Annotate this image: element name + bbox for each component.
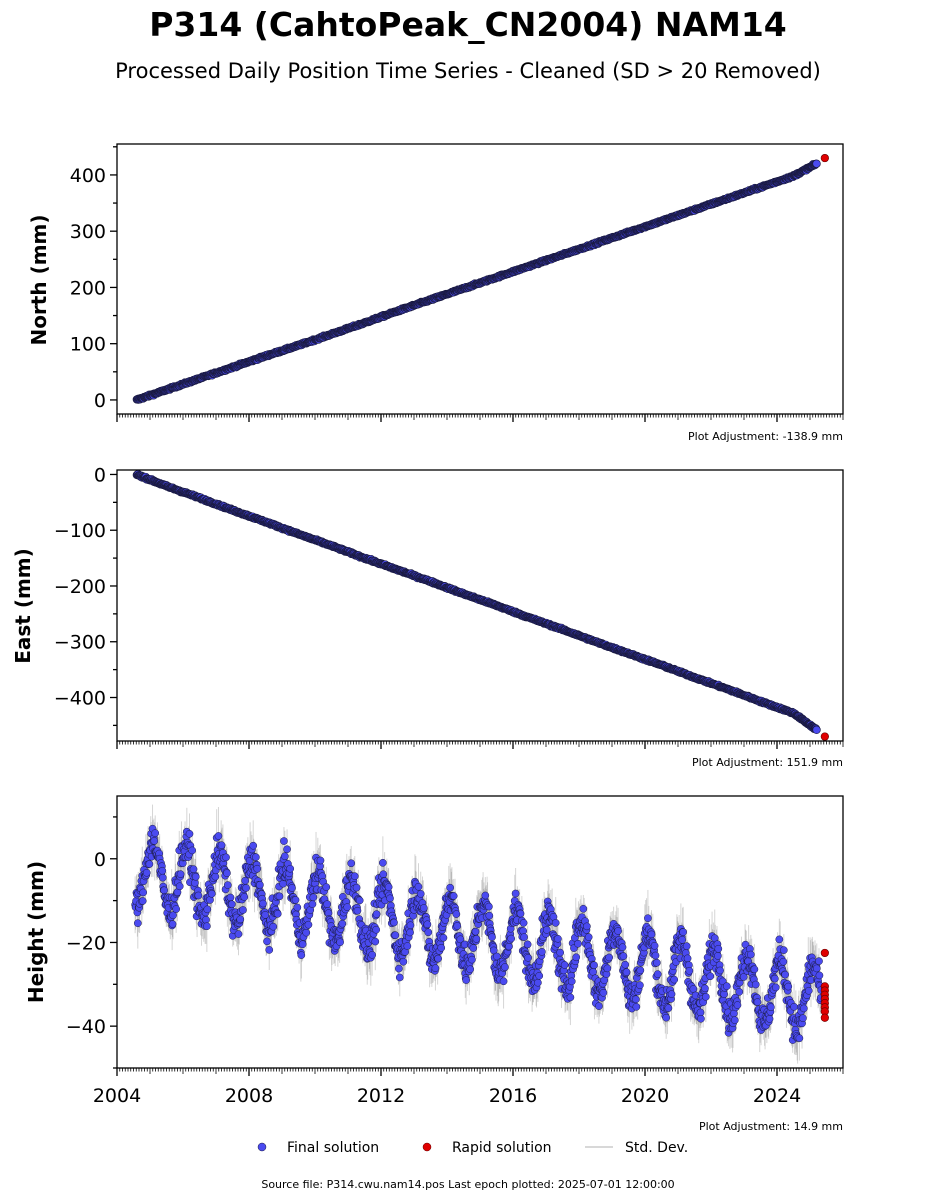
east-panel: 0 −100 −200 −300 −400 xyxy=(54,464,844,749)
east-final-points xyxy=(132,470,821,734)
east-y-tick-label: −300 xyxy=(54,632,106,654)
east-plot-area xyxy=(132,470,829,741)
north-panel: 0 100 200 300 400 xyxy=(70,143,844,422)
east-rapid-point xyxy=(820,732,829,741)
north-y-tick-label: 100 xyxy=(70,334,106,356)
height-plot-area xyxy=(131,804,829,1064)
north-y-tick-label: 200 xyxy=(70,277,106,299)
chart-subtitle: Processed Daily Position Time Series - C… xyxy=(115,59,821,83)
north-final-points xyxy=(132,159,821,404)
north-final-point xyxy=(812,159,821,168)
north-plot-area xyxy=(132,153,829,404)
east-y-tick-label: −100 xyxy=(54,520,106,542)
north-rapid-points xyxy=(820,153,829,163)
north-y-tick-label: 300 xyxy=(70,221,106,243)
east-x-ticks xyxy=(116,741,844,749)
east-y-tick-label: −400 xyxy=(54,688,106,710)
north-y-tick-label: 400 xyxy=(70,165,106,187)
east-rapid-points xyxy=(820,732,829,741)
chart-title: P314 (CahtoPeak_CN2004) NAM14 xyxy=(149,5,787,44)
east-y-tick-label: −200 xyxy=(54,576,106,598)
north-rapid-point xyxy=(820,153,829,163)
east-final-point xyxy=(812,725,821,734)
east-y-ticks xyxy=(110,473,117,727)
east-y-tick-label: 0 xyxy=(94,464,106,486)
north-x-ticks xyxy=(116,414,844,422)
north-y-tick-label: 0 xyxy=(94,390,106,412)
north-y-ticks xyxy=(110,146,117,401)
